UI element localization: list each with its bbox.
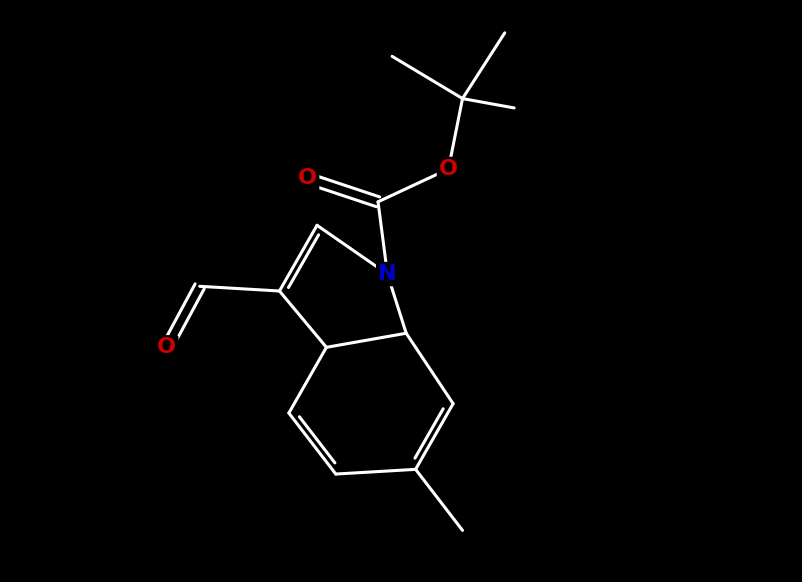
Text: N: N xyxy=(378,264,396,284)
Text: O: O xyxy=(439,159,457,179)
Text: O: O xyxy=(157,338,176,357)
Text: O: O xyxy=(298,168,317,189)
